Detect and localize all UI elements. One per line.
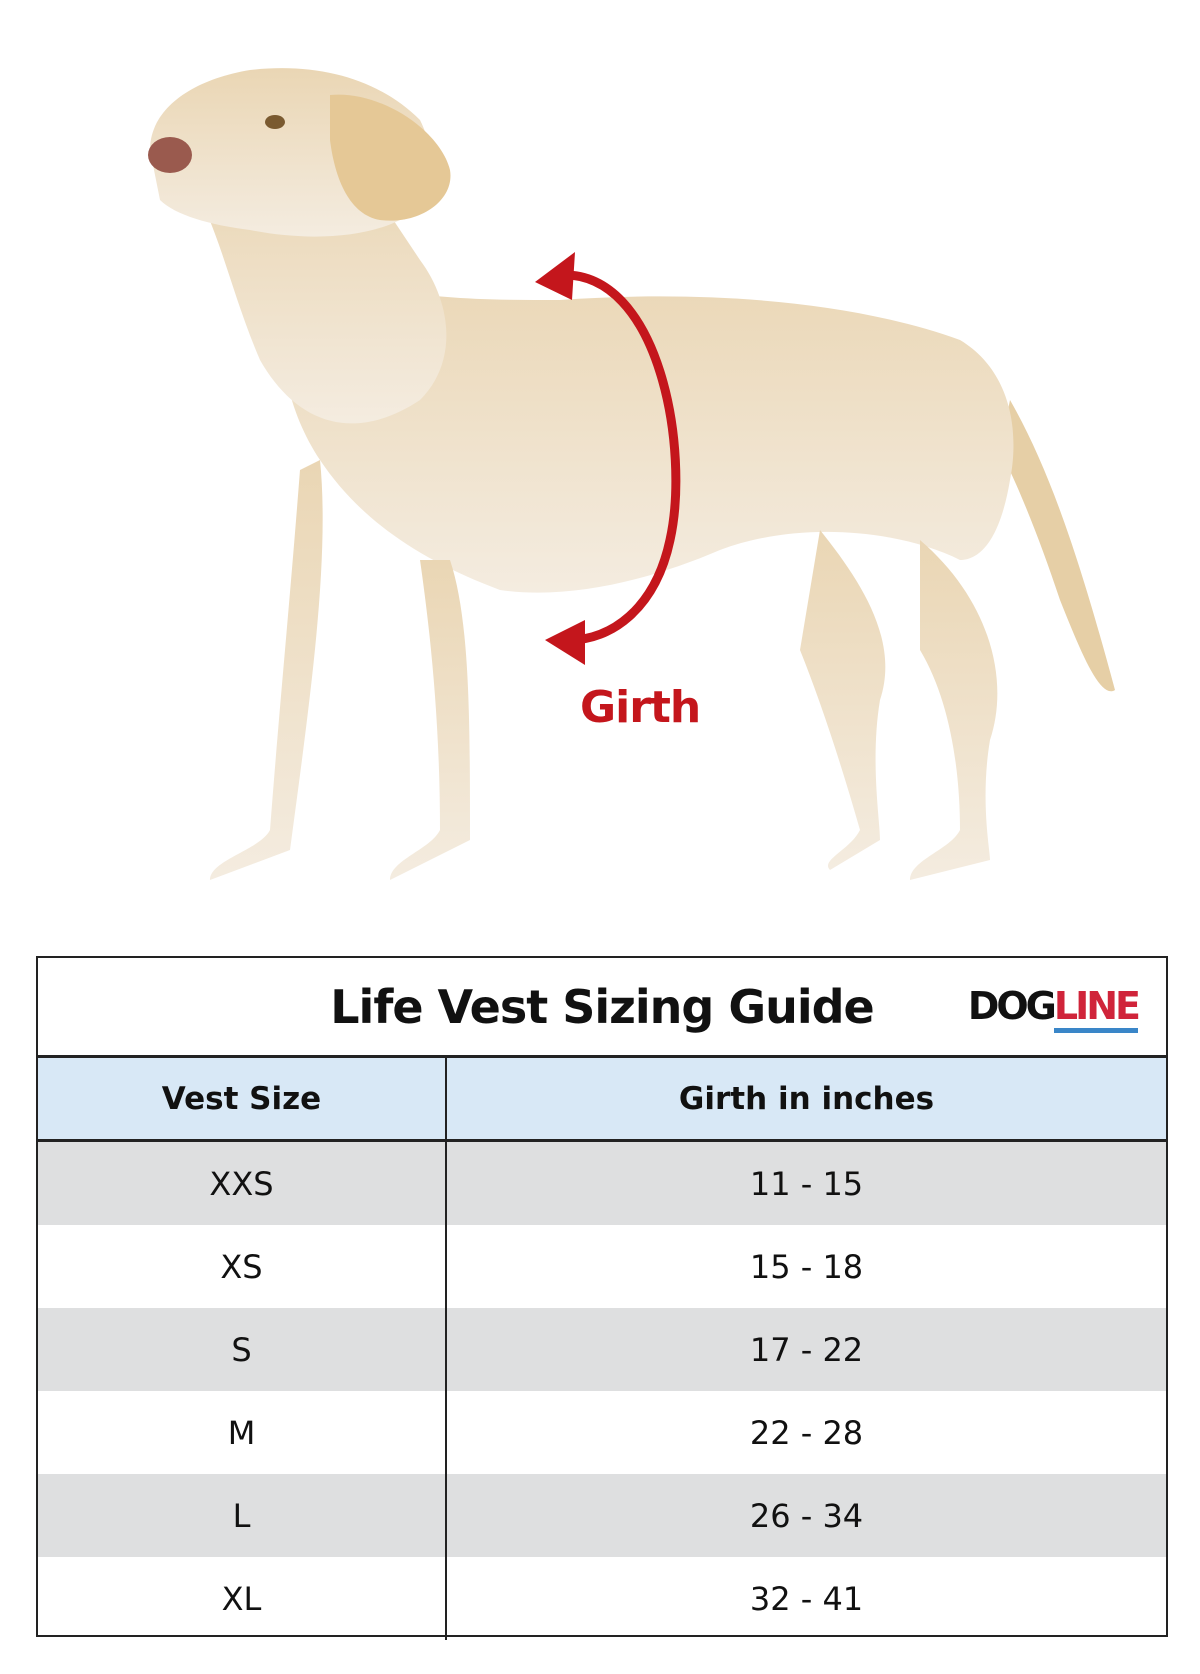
header-girth: Girth in inches	[678, 1080, 935, 1117]
dogline-logo: DOGLINE	[968, 984, 1141, 1033]
dog-illustration	[148, 68, 1115, 880]
dog-body	[150, 68, 1115, 880]
girth-arrow-icon	[559, 270, 681, 645]
girth-cell: 11 - 15	[749, 1164, 864, 1203]
table-row: XL 32 - 41	[38, 1557, 1166, 1640]
table-row: XXS 11 - 15	[38, 1142, 1166, 1225]
size-cell: XXS	[38, 1142, 447, 1225]
table-row: S 17 - 22	[38, 1308, 1166, 1391]
girth-cell: 15 - 18	[749, 1247, 864, 1286]
table-title-row: Life Vest Sizing Guide DOGLINE	[38, 958, 1166, 1058]
girth-cell: 22 - 28	[749, 1413, 864, 1452]
arrow-head-bottom	[545, 620, 585, 665]
header-vest-size: Vest Size	[38, 1058, 447, 1139]
arrow-head-top	[535, 252, 575, 300]
girth-cell: 26 - 34	[749, 1496, 864, 1535]
dog-eye	[265, 115, 285, 129]
sizing-table: Life Vest Sizing Guide DOGLINE Vest Size…	[36, 956, 1168, 1640]
table-title: Life Vest Sizing Guide	[330, 980, 875, 1034]
table-row: L 26 - 34	[38, 1474, 1166, 1557]
size-cell: M	[38, 1391, 447, 1474]
dog-nose	[148, 137, 192, 173]
girth-label: Girth	[580, 682, 701, 733]
table-row: XS 15 - 18	[38, 1225, 1166, 1308]
size-cell: S	[38, 1308, 447, 1391]
girth-cell: 17 - 22	[749, 1330, 864, 1369]
size-cell: XS	[38, 1225, 447, 1308]
table-row: M 22 - 28	[38, 1391, 1166, 1474]
girth-cell: 32 - 41	[749, 1579, 864, 1618]
size-cell: XL	[38, 1557, 447, 1640]
size-cell: L	[38, 1474, 447, 1557]
table-header-row: Vest Size Girth in inches	[38, 1058, 1166, 1142]
